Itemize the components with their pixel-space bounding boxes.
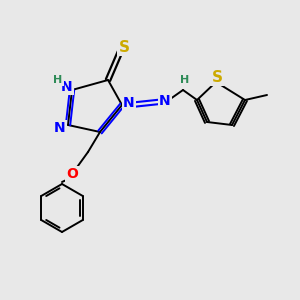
Text: S: S <box>118 40 130 55</box>
Text: N: N <box>61 80 73 94</box>
Text: H: H <box>53 75 63 85</box>
Text: N: N <box>54 121 66 135</box>
Text: O: O <box>66 167 78 181</box>
Text: N: N <box>159 94 171 108</box>
Text: H: H <box>180 75 190 85</box>
Text: N: N <box>123 96 135 110</box>
Text: S: S <box>212 70 223 85</box>
